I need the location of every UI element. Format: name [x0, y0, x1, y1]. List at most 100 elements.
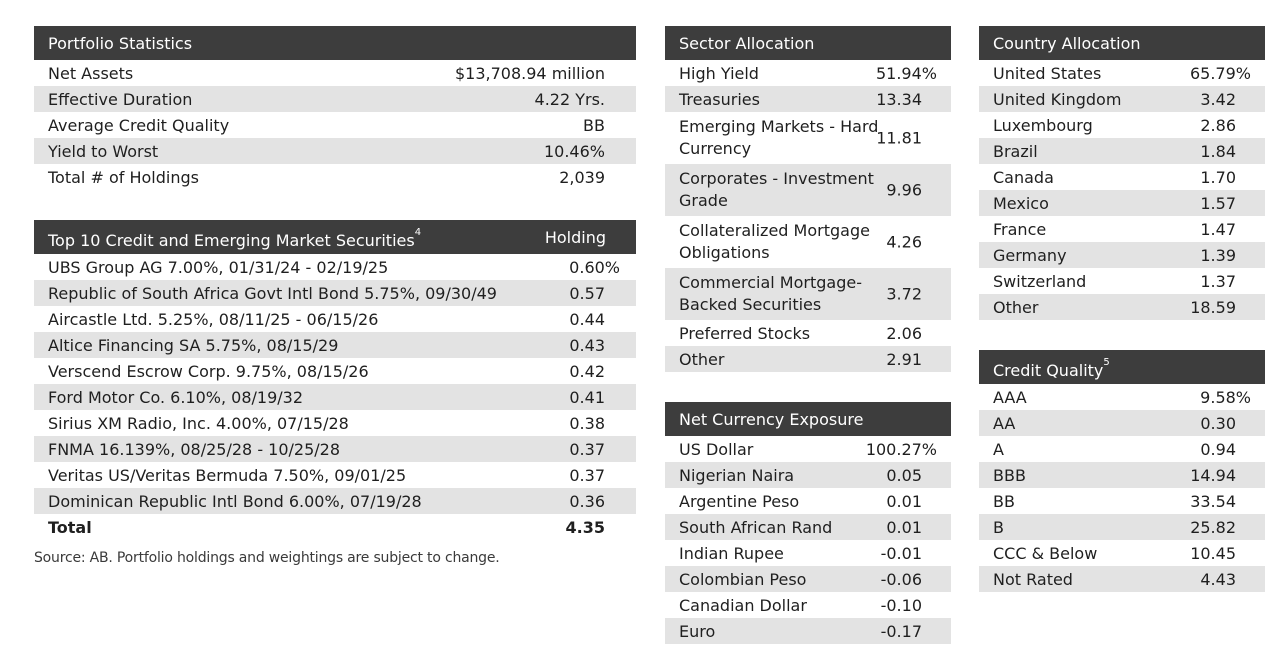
row-label: Canada: [993, 167, 1054, 187]
table-row: AAA 9.58%: [979, 384, 1265, 410]
table-row: High Yield 51.94%: [665, 60, 951, 86]
sector-allocation-header: Sector Allocation: [665, 26, 951, 60]
row-label: High Yield: [679, 63, 759, 83]
row-value: 9.58%: [1200, 387, 1251, 407]
holding-value: 0.42: [569, 361, 605, 381]
table-row: Sirius XM Radio, Inc. 4.00%, 07/15/28 0.…: [34, 410, 636, 436]
holding-column-header: Holding: [544, 228, 606, 247]
row-label: Not Rated: [993, 569, 1073, 589]
top10-header: Top 10 Credit and Emerging Market Securi…: [34, 220, 636, 254]
row-value: 4.43: [1200, 569, 1236, 589]
sector-allocation-table: Sector Allocation High Yield 51.94% Trea…: [665, 26, 951, 372]
row-value: $13,708.94 million: [455, 63, 605, 83]
table-row: FNMA 16.139%, 08/25/28 - 10/25/28 0.37: [34, 436, 636, 462]
row-value: 10.45: [1190, 543, 1236, 563]
country-allocation-table: Country Allocation United States 65.79% …: [979, 26, 1265, 320]
row-value: 25.82: [1190, 517, 1236, 537]
net-currency-exposure-title: Net Currency Exposure: [679, 410, 864, 429]
row-label: United Kingdom: [993, 89, 1122, 109]
top10-title: Top 10 Credit and Emerging Market Securi…: [48, 227, 422, 251]
holding-value: 0.57: [569, 283, 605, 303]
row-value: -0.06: [880, 569, 922, 589]
row-value: -0.17: [880, 621, 922, 641]
table-row: Nigerian Naira 0.05: [665, 462, 951, 488]
security-name: Dominican Republic Intl Bond 6.00%, 07/1…: [48, 491, 422, 511]
row-label: Corporates - Investment Grade: [679, 169, 874, 210]
row-value: 0.94: [1200, 439, 1236, 459]
total-row: Total 4.35: [34, 514, 636, 540]
table-row: United States 65.79%: [979, 60, 1265, 86]
row-label: Preferred Stocks: [679, 323, 811, 343]
table-row: Preferred Stocks 2.06: [665, 320, 951, 346]
row-value: 1.70: [1200, 167, 1236, 187]
source-note: Source: AB. Portfolio holdings and weigh…: [34, 550, 500, 566]
table-row: Effective Duration 4.22 Yrs.: [34, 86, 636, 112]
table-row: Yield to Worst 10.46%: [34, 138, 636, 164]
row-value: 18.59: [1190, 297, 1236, 317]
row-label: France: [993, 219, 1047, 239]
row-label: Other: [679, 349, 725, 369]
row-value: 3.72: [886, 284, 922, 304]
row-value: 0.01: [886, 517, 922, 537]
row-value: 0.05: [886, 465, 922, 485]
security-name: FNMA 16.139%, 08/25/28 - 10/25/28: [48, 439, 341, 459]
row-value: 4.26: [886, 232, 922, 252]
table-row: Switzerland 1.37: [979, 268, 1265, 294]
security-name: Altice Financing SA 5.75%, 08/15/29: [48, 335, 339, 355]
table-row: Verscend Escrow Corp. 9.75%, 08/15/26 0.…: [34, 358, 636, 384]
table-row: Total # of Holdings 2,039: [34, 164, 636, 190]
credit-quality-title: Credit Quality5: [993, 357, 1110, 381]
row-label: A: [993, 439, 1004, 459]
row-value: 1.84: [1200, 141, 1236, 161]
table-row: CCC & Below 10.45: [979, 540, 1265, 566]
table-row: Brazil 1.84: [979, 138, 1265, 164]
security-name: Ford Motor Co. 6.10%, 08/19/32: [48, 387, 303, 407]
total-label: Total: [48, 517, 92, 537]
row-label: Canadian Dollar: [679, 595, 807, 615]
table-row: AA 0.30: [979, 410, 1265, 436]
table-row: Altice Financing SA 5.75%, 08/15/29 0.43: [34, 332, 636, 358]
table-row: Indian Rupee -0.01: [665, 540, 951, 566]
row-label: Colombian Peso: [679, 569, 807, 589]
table-row: US Dollar 100.27%: [665, 436, 951, 462]
table-row: Canada 1.70: [979, 164, 1265, 190]
table-row: Emerging Markets - Hard Currency 11.81: [665, 112, 951, 164]
row-value: 65.79%: [1189, 63, 1251, 83]
portfolio-statistics-header: Portfolio Statistics: [34, 26, 636, 60]
row-label: US Dollar: [679, 439, 754, 459]
table-row: Ford Motor Co. 6.10%, 08/19/32 0.41: [34, 384, 636, 410]
table-row: South African Rand 0.01: [665, 514, 951, 540]
row-label: AAA: [993, 387, 1027, 407]
security-name: Veritas US/Veritas Bermuda 7.50%, 09/01/…: [48, 465, 407, 485]
row-label: Germany: [993, 245, 1067, 265]
table-row: France 1.47: [979, 216, 1265, 242]
row-label: Argentine Peso: [679, 491, 800, 511]
row-value: 1.37: [1200, 271, 1236, 291]
row-label: Nigerian Naira: [679, 465, 795, 485]
table-row: Corporates - Investment Grade 9.96: [665, 164, 951, 216]
row-label: Yield to Worst: [48, 141, 159, 161]
row-value: 1.57: [1200, 193, 1236, 213]
row-label: BBB: [993, 465, 1026, 485]
row-label: Emerging Markets - Hard Currency: [679, 117, 879, 158]
row-label: Euro: [679, 621, 716, 641]
holding-value: 0.38: [569, 413, 605, 433]
table-row: A 0.94: [979, 436, 1265, 462]
row-label: Average Credit Quality: [48, 115, 230, 135]
holding-value: 0.60%: [569, 257, 620, 277]
table-row: Dominican Republic Intl Bond 6.00%, 07/1…: [34, 488, 636, 514]
table-row: Republic of South Africa Govt Intl Bond …: [34, 280, 636, 306]
table-row: Euro -0.17: [665, 618, 951, 644]
table-row: Germany 1.39: [979, 242, 1265, 268]
security-name: Republic of South Africa Govt Intl Bond …: [48, 283, 497, 303]
row-label: Indian Rupee: [679, 543, 784, 563]
row-label: Commercial Mortgage-Backed Securities: [679, 273, 862, 314]
row-value: 4.22 Yrs.: [534, 89, 605, 109]
security-name: Aircastle Ltd. 5.25%, 08/11/25 - 06/15/2…: [48, 309, 379, 329]
table-row: Commercial Mortgage-Backed Securities 3.…: [665, 268, 951, 320]
table-row: Not Rated 4.43: [979, 566, 1265, 592]
row-value: 3.42: [1200, 89, 1236, 109]
row-value: 2,039: [559, 167, 605, 187]
row-value: -0.10: [880, 595, 922, 615]
row-label: BB: [993, 491, 1015, 511]
